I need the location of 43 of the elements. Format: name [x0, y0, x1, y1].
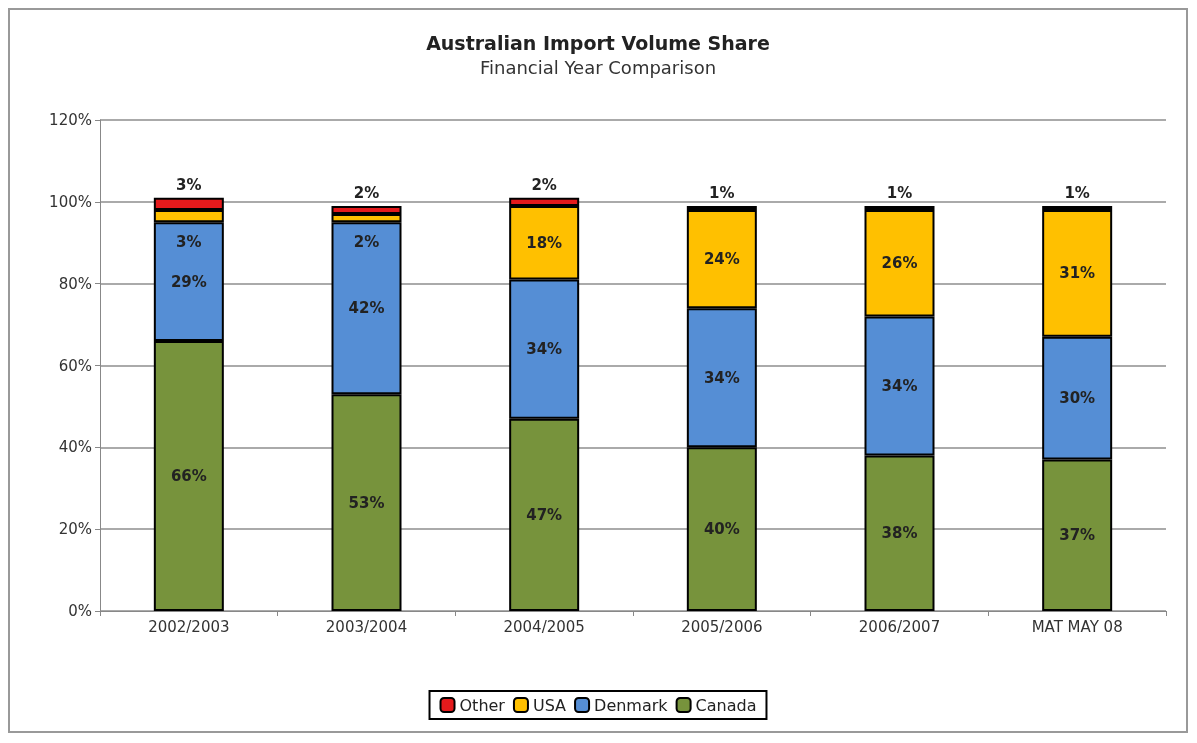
data-label: 47% — [526, 505, 563, 524]
x-tick-label: MAT MAY 08 — [1031, 617, 1123, 636]
x-tick-label: 2002/2003 — [148, 617, 230, 636]
legend-label: Canada — [695, 695, 757, 715]
data-label: 1% — [886, 184, 913, 203]
chart-subtitle: Financial Year Comparison — [479, 56, 717, 78]
data-label: 3% — [176, 176, 202, 195]
y-tick-label: 120% — [49, 111, 92, 129]
x-tick-label: 2005/2006 — [681, 617, 763, 636]
legend-label: Other — [459, 695, 506, 715]
x-tick-label: 2004/2005 — [503, 617, 585, 636]
y-tick-label: 60% — [58, 356, 92, 375]
data-label: 3% — [176, 232, 202, 251]
data-label: 18% — [526, 233, 563, 252]
data-label: 24% — [703, 250, 740, 269]
chart-title: Australian Import Volume Share — [426, 31, 770, 54]
y-tick-label: 40% — [58, 438, 92, 457]
data-label: 30% — [1059, 389, 1096, 408]
data-label: 2% — [353, 184, 380, 203]
legend-label: USA — [532, 695, 567, 715]
data-label: 1% — [709, 184, 735, 203]
data-label: 2% — [531, 176, 557, 195]
x-tick-label: 2006/2007 — [858, 617, 941, 636]
data-label: 34% — [703, 368, 740, 387]
data-label: 38% — [881, 524, 918, 543]
data-label: 40% — [703, 520, 740, 539]
legend-label: Denmark — [594, 695, 669, 715]
data-label: 42% — [348, 299, 385, 318]
y-tick-label: 20% — [58, 520, 92, 539]
y-tick-label: 0% — [68, 602, 92, 620]
data-label: 29% — [170, 272, 207, 291]
data-label: 1% — [1064, 184, 1090, 203]
data-label: 34% — [526, 340, 563, 359]
x-tick-label: 2003/2004 — [325, 617, 408, 636]
data-label: 53% — [348, 493, 385, 512]
data-label: 37% — [1059, 526, 1096, 545]
data-label: 31% — [1059, 264, 1096, 283]
data-label: 66% — [170, 466, 207, 485]
data-label: 34% — [881, 376, 918, 395]
data-label: 26% — [881, 254, 918, 273]
data-label: 2% — [353, 232, 380, 251]
y-tick-label: 80% — [58, 274, 92, 293]
y-tick-label: 100% — [49, 192, 92, 211]
